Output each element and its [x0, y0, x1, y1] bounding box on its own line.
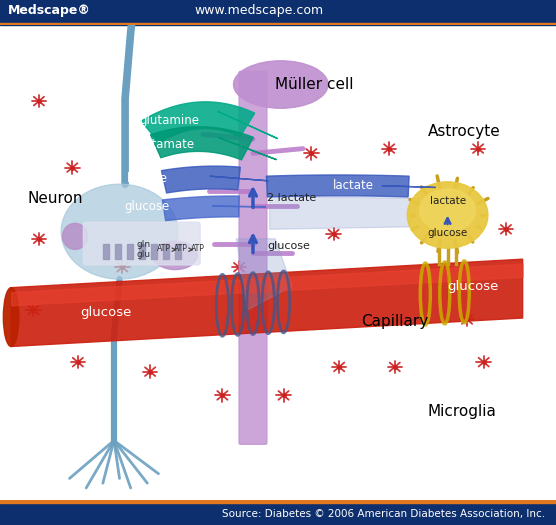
Bar [151, 244, 157, 259]
Bar [139, 244, 145, 259]
Text: ATP: ATP [157, 244, 171, 253]
Text: glutamine: glutamine [140, 113, 200, 127]
Text: glu: glu [136, 250, 150, 259]
Polygon shape [141, 102, 255, 143]
Text: lactate: lactate [127, 172, 168, 184]
Text: Müller cell: Müller cell [275, 77, 354, 92]
Polygon shape [270, 196, 420, 229]
Text: Medscape®: Medscape® [8, 4, 91, 17]
Ellipse shape [420, 189, 475, 232]
Polygon shape [219, 138, 276, 160]
Text: Source: Diabetes © 2006 American Diabetes Association, Inc.: Source: Diabetes © 2006 American Diabete… [222, 509, 545, 519]
Text: glucose: glucose [125, 200, 170, 213]
Text: ATP: ATP [191, 244, 204, 253]
Text: glutamate: glutamate [133, 138, 195, 151]
Polygon shape [162, 196, 239, 220]
Text: Microglia: Microglia [427, 404, 496, 419]
Text: gln: gln [136, 240, 150, 249]
Bar [175, 244, 181, 259]
Text: www.medscape.com: www.medscape.com [195, 4, 324, 17]
Ellipse shape [408, 182, 488, 248]
Bar [115, 244, 121, 259]
Text: lactate: lactate [430, 196, 465, 206]
Polygon shape [266, 175, 409, 197]
Ellipse shape [63, 223, 88, 249]
Text: Astrocyte: Astrocyte [428, 124, 500, 140]
Text: glucose: glucose [428, 228, 468, 238]
Text: Neuron: Neuron [28, 191, 83, 206]
Polygon shape [212, 206, 266, 207]
Ellipse shape [3, 288, 19, 347]
Bar [0, 500, 556, 503]
Bar [103, 244, 109, 259]
FancyBboxPatch shape [83, 222, 200, 265]
Bar [163, 244, 169, 259]
Polygon shape [151, 127, 254, 160]
Text: 2 lactate: 2 lactate [267, 193, 316, 203]
Polygon shape [161, 166, 240, 193]
Polygon shape [217, 111, 277, 139]
Polygon shape [382, 186, 435, 187]
Ellipse shape [153, 241, 197, 270]
Bar [127, 244, 133, 259]
Polygon shape [210, 176, 269, 181]
Bar [0, 23, 556, 25]
Polygon shape [236, 239, 292, 310]
FancyBboxPatch shape [239, 71, 267, 444]
Ellipse shape [61, 184, 178, 279]
Text: glucose: glucose [267, 241, 310, 251]
Ellipse shape [234, 61, 328, 108]
Text: Capillary: Capillary [361, 314, 428, 329]
Text: glucose: glucose [80, 306, 131, 319]
Text: ATP: ATP [174, 244, 187, 253]
Text: lactate: lactate [332, 178, 374, 192]
Text: glucose: glucose [447, 280, 498, 293]
Polygon shape [11, 259, 523, 347]
